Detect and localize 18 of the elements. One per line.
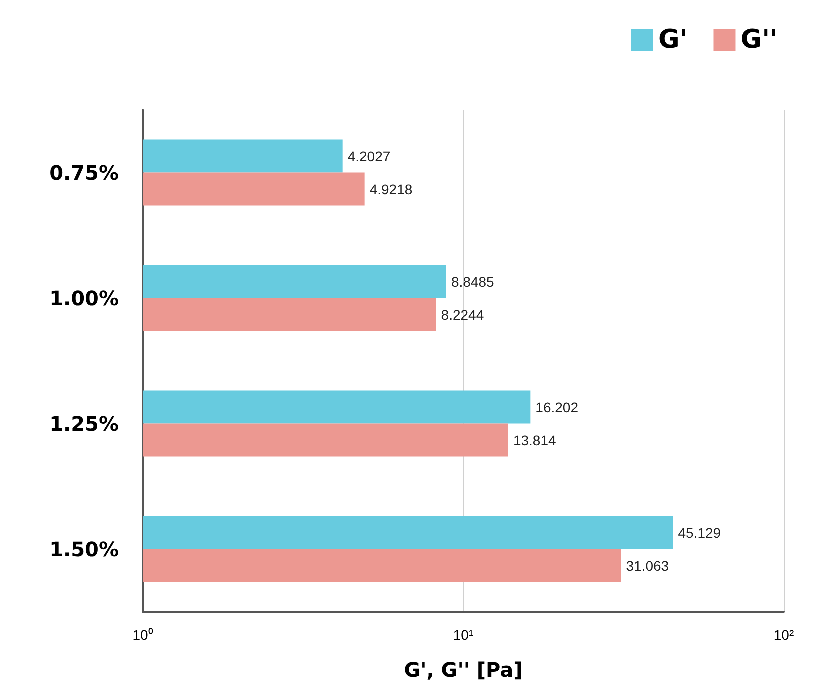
legend-label: G' <box>658 25 688 55</box>
data-label: 45.129 <box>678 524 722 541</box>
y-tick-label: 1.50% <box>50 537 119 562</box>
y-tick-label: 1.25% <box>50 412 119 436</box>
x-tick-label: 10² <box>774 627 794 643</box>
y-tick-label: 1.00% <box>50 286 119 310</box>
data-label: 8.8485 <box>451 274 495 290</box>
x-axis-title: G', G'' [Pa] <box>404 658 523 682</box>
data-label: 8.2244 <box>441 306 484 323</box>
legend-label: G'' <box>740 25 778 55</box>
data-label: 31.063 <box>626 558 670 574</box>
y-tick-label: 0.75% <box>50 160 119 185</box>
data-label: 4.2027 <box>348 148 391 164</box>
data-label: 4.9218 <box>370 181 413 198</box>
x-tick-label: 10¹ <box>453 627 474 643</box>
x-tick-label: 10⁰ <box>132 627 154 643</box>
data-label: 13.814 <box>513 432 557 448</box>
data-label: 16.202 <box>536 399 579 416</box>
